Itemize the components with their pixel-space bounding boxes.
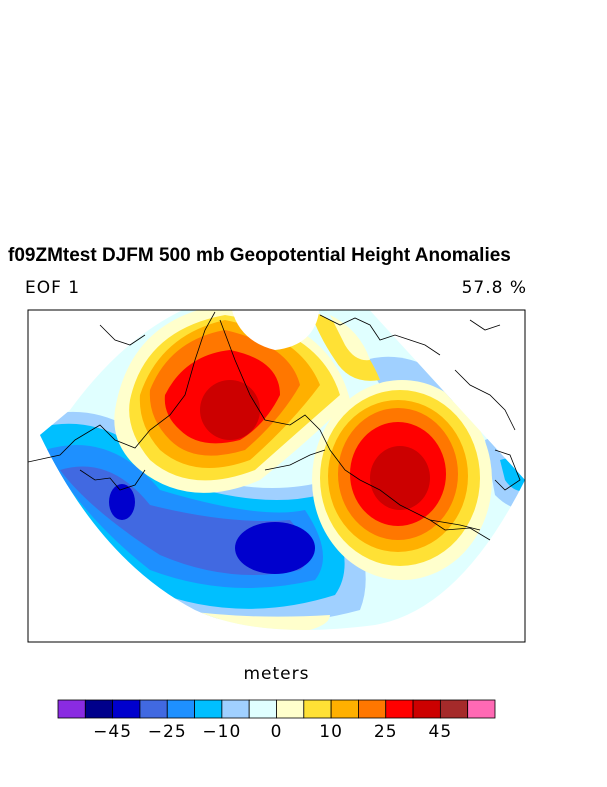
colorbar-swatch	[166, 699, 195, 719]
colorbar-swatch	[330, 699, 359, 719]
colorbar-swatch	[248, 699, 277, 719]
colorbar-label: −25	[147, 722, 187, 742]
colorbar-swatch	[358, 699, 387, 719]
colorbar-swatch	[221, 699, 250, 719]
colorbar-swatch	[303, 699, 332, 719]
positive-anomaly-west	[114, 310, 350, 493]
colorbar-label: −10	[202, 722, 242, 742]
colorbar-swatch	[467, 699, 496, 719]
colorbar-swatch	[385, 699, 414, 719]
map-frame	[27, 309, 526, 643]
plot-title: f09ZMtest DJFM 500 mb Geopotential Heigh…	[8, 245, 511, 266]
colorbar-swatch	[276, 699, 305, 719]
eof-label: EOF 1	[25, 278, 81, 298]
negative-anomaly-region	[40, 411, 366, 623]
colorbar-label: 0	[270, 722, 283, 742]
colorbar-swatch	[439, 699, 469, 719]
coastlines	[28, 311, 521, 541]
colorbar-swatch	[412, 699, 441, 719]
colorbar-swatch	[57, 699, 86, 719]
variance-label: 57.8 %	[461, 278, 527, 298]
colorbar-label: 10	[319, 722, 343, 742]
colorbar-label: 25	[373, 722, 398, 742]
colorbar-label: 45	[428, 722, 453, 742]
colorbar-label: −45	[93, 722, 133, 742]
colorbar-swatch	[112, 699, 141, 719]
units-label: meters	[243, 664, 310, 684]
colorbar-swatch	[194, 699, 223, 719]
colorbar-swatch	[84, 699, 114, 719]
colorbar-swatch	[139, 699, 168, 719]
